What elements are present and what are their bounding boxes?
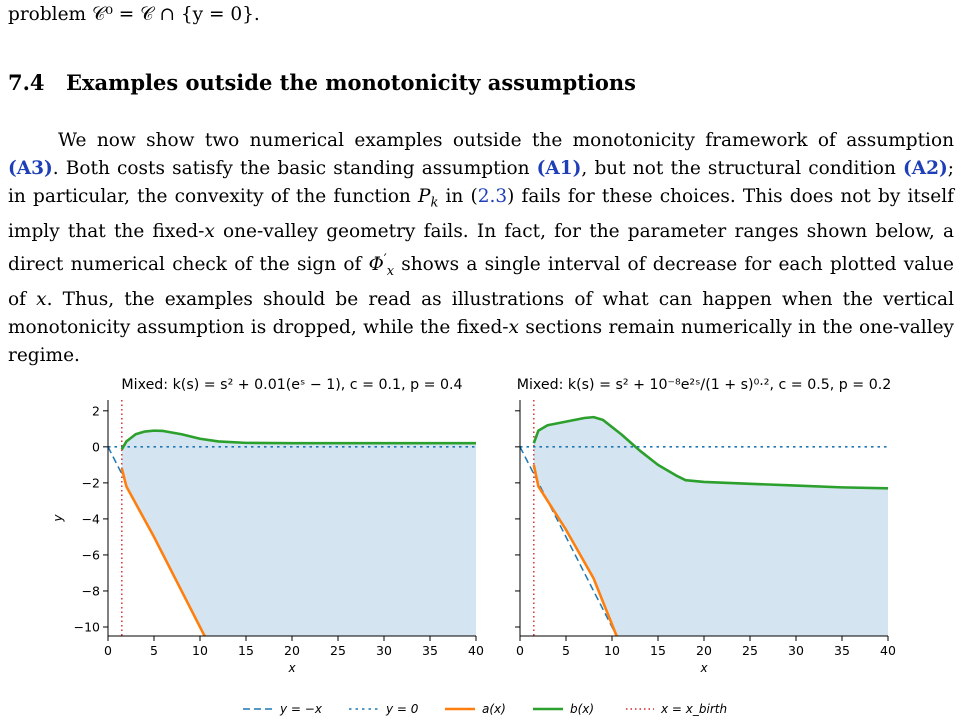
y-tick-label: −8 — [82, 583, 100, 598]
assumption-link[interactable]: (A3) — [8, 158, 53, 179]
legend-entry: a(x) — [445, 702, 506, 716]
x-axis-label: x — [287, 661, 296, 675]
legend-label: a(x) — [482, 702, 506, 716]
section-title: Examples outside the monotonicity assump… — [66, 70, 636, 95]
math-superscript: ′ — [383, 251, 387, 267]
math-symbol: Φ — [368, 253, 384, 275]
paragraph-text: ) fails for these choices. This does not… — [8, 186, 954, 242]
subplot-title: Mixed: k(s) = s² + 0.01(eˢ − 1), c = 0.1… — [121, 377, 462, 393]
math-subscript: x — [386, 263, 395, 279]
body-paragraph: We now show two numerical examples outsi… — [8, 127, 954, 370]
x-tick-label: 30 — [376, 643, 392, 658]
paragraph-text: in ( — [438, 186, 478, 207]
y-tick-label: 2 — [92, 403, 100, 418]
y-tick-label: −2 — [82, 475, 100, 490]
x-tick-label: 0 — [104, 643, 112, 658]
legend: y = −x y = 0 a(x) b(x) x = x_birth — [243, 702, 727, 716]
x-tick-label: 5 — [562, 643, 570, 658]
x-tick-label: 15 — [650, 643, 666, 658]
curve-b — [532, 415, 888, 490]
legend-entry: y = 0 — [349, 702, 419, 716]
x-tick-label: 5 — [150, 643, 158, 658]
equation-link[interactable]: 2.3 — [477, 186, 508, 207]
subplot-title: Mixed: k(s) = s² + 10⁻⁸e²ˢ/(1 + s)⁰·², c… — [517, 377, 892, 393]
x-tick-label: 20 — [284, 643, 300, 658]
x-tick-label: 25 — [330, 643, 346, 658]
curve-a — [532, 464, 618, 636]
subplot-1: 0 5 10 15 20 25 30 35 40 −10 −8 −6 −4 −2 0 2 Mixed: k(s)… — [51, 377, 484, 675]
paragraph-text: one-valley geometry fails. In fact, for … — [8, 220, 954, 275]
plot-area — [108, 400, 476, 636]
legend-label: b(x) — [570, 702, 594, 716]
math-symbol: x — [204, 220, 215, 242]
feasible-region-fill — [121, 430, 476, 636]
feasible-region-fill — [533, 417, 888, 636]
x-tick-label: 35 — [834, 643, 850, 658]
subplot-2: 0 5 10 15 20 25 30 35 40 Mixed: k(s) = s² + 10⁻⁸e… — [515, 377, 896, 675]
plot-area — [520, 400, 888, 636]
y-tick-label: −4 — [82, 511, 100, 526]
x-tick-label: 0 — [516, 643, 524, 658]
paragraph-text: sections remain numerically in the one-v… — [8, 316, 955, 366]
legend-label: y = 0 — [385, 702, 419, 716]
paragraph-text: . Both costs satisfy the basic standing … — [52, 158, 537, 179]
x-axis-label: x — [699, 661, 708, 675]
y-tick-label: −6 — [82, 547, 100, 562]
paragraph-text: . Thus, the examples should be read as i… — [8, 288, 954, 338]
x-tick-label: 20 — [696, 643, 712, 658]
x-tick-label: 25 — [742, 643, 758, 658]
assumption-link[interactable]: (A1) — [536, 158, 582, 179]
x-tick-label: 10 — [604, 643, 620, 658]
assumption-link[interactable]: (A2) — [903, 158, 948, 179]
x-tick-label: 40 — [880, 643, 896, 658]
line-neg-x — [108, 446, 123, 475]
curve-b — [120, 429, 476, 451]
x-tick-label: 10 — [192, 643, 208, 658]
x-tick-label: 30 — [788, 643, 804, 658]
math-symbol: P — [418, 186, 431, 207]
legend-label: x = x_birth — [660, 702, 727, 716]
section-number: 7.4 — [8, 70, 45, 95]
x-tick-label: 15 — [238, 643, 254, 658]
legend-label: y = −x — [279, 702, 323, 716]
curve-a — [120, 468, 206, 636]
paragraph-text: shows a single interval of decrease for … — [8, 253, 954, 310]
figure: 0 5 10 15 20 25 30 35 40 −10 −8 −6 −4 −2 0 2 Mixed: k(s)… — [51, 377, 896, 716]
legend-entry: y = −x — [243, 702, 323, 716]
previous-page-line: problem 𝒞⁰ = 𝒞 ∩ {y = 0}. — [8, 4, 260, 25]
paragraph-text: We now show two numerical examples outsi… — [58, 130, 954, 151]
y-tick-label: 0 — [92, 439, 100, 454]
legend-entry: x = x_birth — [626, 702, 727, 716]
paragraph-text: , but not the structural condition — [581, 158, 904, 179]
section-heading: 7.4 Examples outside the monotonicity ass… — [8, 70, 636, 95]
y-tick-label: −10 — [74, 619, 100, 634]
paragraph-text: ; in particular, the convexity of the fu… — [8, 158, 954, 207]
y-axis-label: y — [51, 514, 65, 523]
math-symbol: x — [508, 316, 519, 338]
math-symbol: x — [36, 288, 47, 310]
x-tick-label: 40 — [468, 643, 484, 658]
x-tick-label: 35 — [422, 643, 438, 658]
math-subscript: k — [430, 195, 439, 211]
legend-entry: b(x) — [533, 702, 594, 716]
